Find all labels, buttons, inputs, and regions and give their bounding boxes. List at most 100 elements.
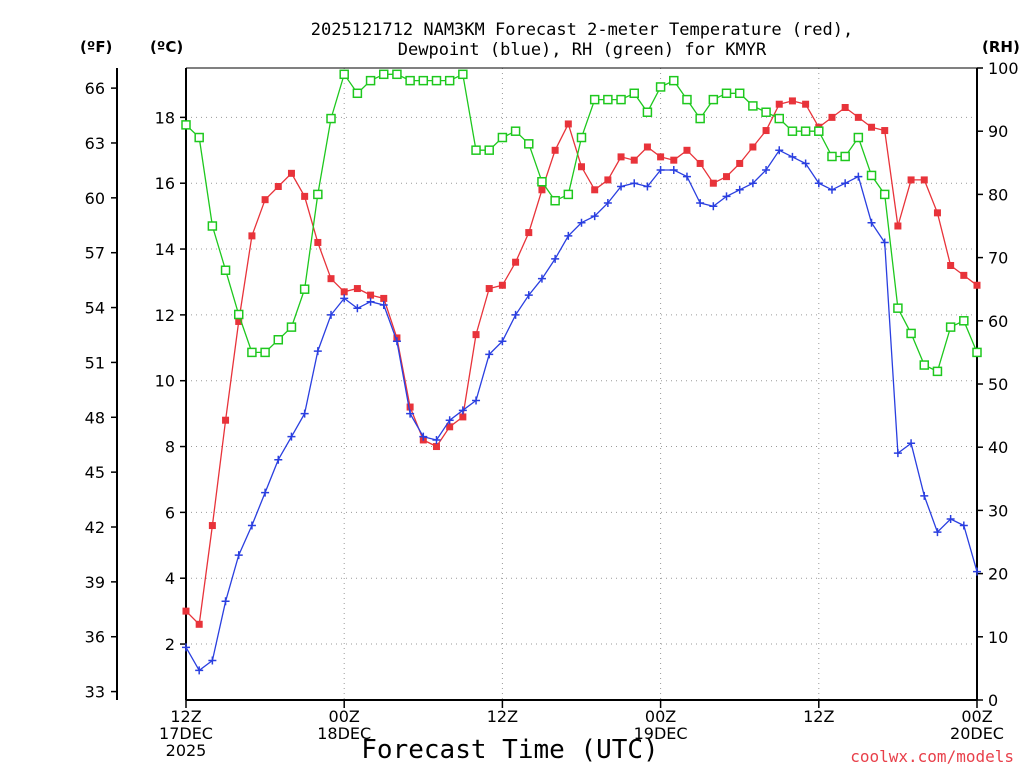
rh-point [721,88,732,99]
temperature-point [933,209,941,217]
temperature-point [841,104,849,111]
rh-point [273,335,284,345]
dewpoint-point [946,514,955,523]
rh-point [603,94,613,105]
dewpoint-point [735,185,744,194]
dewpoint-point [748,179,757,188]
temperature-point [525,229,533,237]
temperature-point [762,127,770,135]
rh-point [365,75,376,86]
rh-point [326,113,336,124]
rh-tick-label: 100 [988,59,1019,78]
temperature-point [235,317,243,325]
rh-point [484,145,494,155]
rh-point [313,189,323,200]
dewpoint-point [907,439,916,448]
dewpoint-point [195,666,204,675]
dewpoint-point [221,597,230,606]
rh-point [814,126,824,136]
x-tick-label: 2025 [166,741,207,760]
rh-point [339,69,349,80]
rh-point [800,126,811,136]
dewpoint-point [564,231,573,240]
temperature-point [182,607,190,615]
temperature-point [591,186,599,194]
temperature-point [828,113,836,121]
dewpoint-point [234,551,243,560]
temperature-point [314,238,322,246]
dewpoint-point [709,202,718,211]
dewpoint-point [643,182,652,191]
dewpoint-point [617,182,626,191]
x-tick-label: 19DEC [634,724,688,743]
rh-point [893,303,903,313]
rh-point [695,113,705,124]
x-axis-title: Forecast Time (UTC) [361,735,658,765]
dewpoint-point [366,297,375,306]
dewpoint-point [208,656,217,665]
dewpoint-point [801,159,810,168]
dewpoint-point [920,491,929,500]
rh-tick-label: 40 [988,438,1008,457]
temperature-point [973,281,981,289]
temperature-point [208,522,216,530]
temperature-point [920,176,928,184]
rh-point [194,132,204,143]
rh-tick-label: 0 [988,691,998,710]
rh-point [945,322,956,332]
rh-point [379,69,389,80]
rh-point [774,113,784,124]
dewpoint-point [788,152,797,161]
dewpoint-point [353,304,362,313]
dewpoint-point [880,238,889,247]
dewpoint-point [973,567,981,576]
dewpoint-point [340,294,349,303]
dewpoint-point [511,310,520,319]
temperature-point [578,163,585,171]
temperature-point [353,285,361,293]
dewpoint-point [696,198,705,207]
dewpoint-point [762,166,771,175]
dewpoint-point [537,274,546,283]
dewpoint-point [485,350,494,359]
rh-point [734,88,745,99]
x-tick-label: 12Z [487,707,518,726]
rh-point [537,177,547,187]
dewpoint-point [775,146,784,155]
dewpoint-point [247,521,256,530]
temperature-point [749,143,757,151]
dewpoint-point [603,198,612,207]
dewpoint-point [274,455,283,464]
temperature-point [696,159,704,167]
dewpoint-point [406,409,415,418]
dewpoint-point [182,643,190,652]
rh-point [972,347,982,358]
temperature-point [643,143,651,151]
temperature-point [459,413,467,421]
celsius-tick-label: 18 [155,108,175,127]
dewpoint-point [867,218,876,227]
temperature-point [960,271,968,279]
dewpoint-point [524,291,533,300]
series-rh [181,69,982,377]
rh-point [233,309,244,320]
dewpoint-point [669,166,678,175]
rh-point [655,82,666,92]
rh-point [220,265,231,275]
dewpoint-point [682,172,691,181]
dewpoint-point [458,406,467,415]
temperature-point [551,146,559,154]
rh-tick-label: 60 [988,312,1008,331]
fahrenheit-tick-label: 39 [85,573,105,592]
temperature-point [947,262,955,269]
temperature-point [657,153,665,161]
series-layer [181,69,982,675]
temperature-point [736,159,744,167]
series-temperature [182,97,981,628]
temperature-point [380,294,388,302]
rh-point [286,322,297,332]
temperature-point [327,275,335,283]
dewpoint-point [551,254,560,263]
dewpoint-point [432,435,441,444]
celsius-tick-label: 2 [165,635,175,654]
